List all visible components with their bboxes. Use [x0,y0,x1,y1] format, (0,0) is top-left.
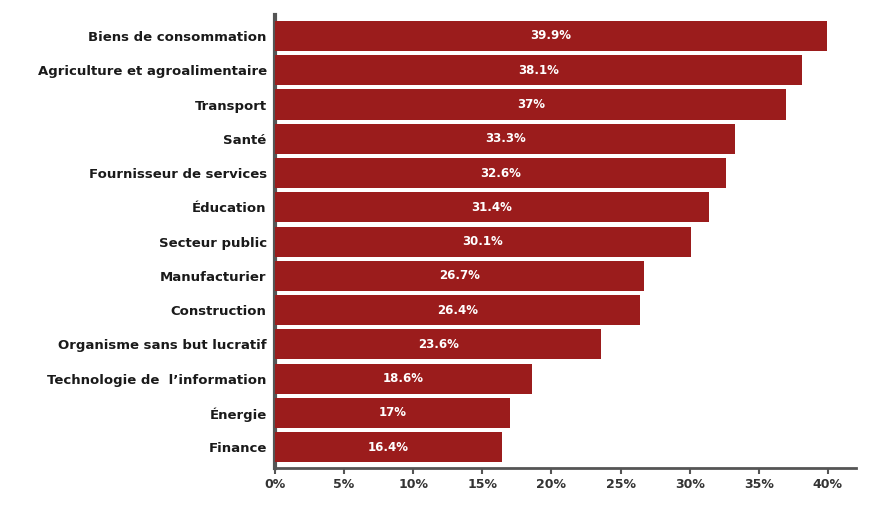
Bar [275,89,787,120]
Text: 37%: 37% [517,98,545,111]
Bar [275,329,601,359]
Text: 32.6%: 32.6% [480,167,520,179]
Text: 30.1%: 30.1% [463,235,504,248]
Bar [275,21,827,51]
Text: 31.4%: 31.4% [471,201,512,214]
Text: 26.4%: 26.4% [437,304,478,317]
Text: 38.1%: 38.1% [518,64,559,77]
Text: 39.9%: 39.9% [530,29,571,43]
Text: 23.6%: 23.6% [417,338,458,351]
Bar [275,295,640,325]
Text: 33.3%: 33.3% [485,132,526,145]
Text: 17%: 17% [379,407,407,419]
Bar [275,158,725,188]
Bar [275,363,532,394]
Text: 26.7%: 26.7% [439,269,480,282]
Bar [275,398,510,428]
Bar [275,432,502,462]
Bar [275,261,644,291]
Bar [275,192,709,223]
Bar [275,227,691,256]
Bar [275,55,801,85]
Bar [275,124,735,154]
Text: 18.6%: 18.6% [383,372,424,385]
Text: 16.4%: 16.4% [368,440,409,454]
